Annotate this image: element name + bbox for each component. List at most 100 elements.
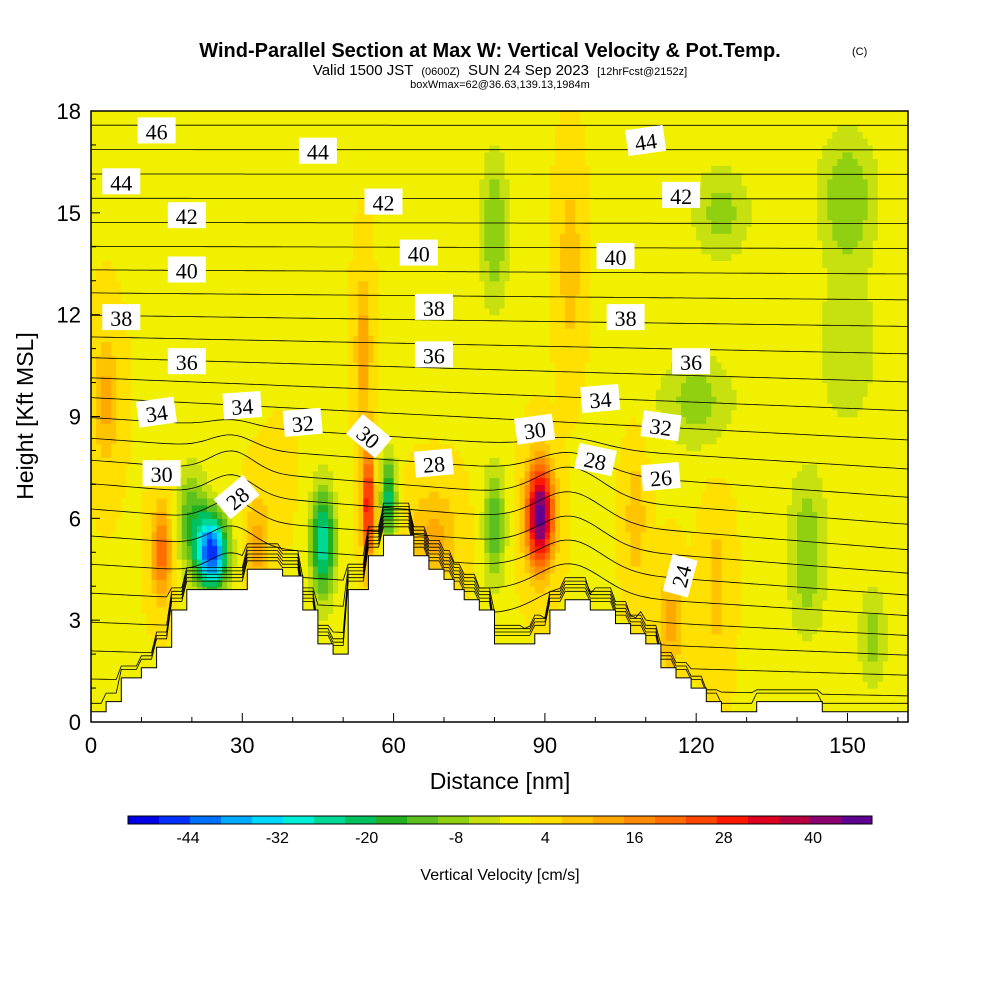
velocity-cell (146, 613, 153, 621)
velocity-cell (196, 450, 203, 458)
velocity-cell (186, 484, 193, 492)
velocity-cell (282, 260, 289, 268)
velocity-cell (161, 579, 168, 587)
velocity-cell (196, 552, 203, 560)
velocity-cell (328, 552, 334, 560)
velocity-cell (247, 525, 253, 533)
velocity-cell (348, 335, 354, 343)
velocity-cell (91, 199, 97, 207)
velocity-cell (131, 131, 137, 139)
velocity-cell (106, 477, 112, 485)
velocity-cell (348, 477, 354, 485)
velocity-cell (101, 593, 107, 601)
velocity-cell (222, 552, 228, 560)
velocity-cell (222, 219, 228, 228)
velocity-cell (196, 572, 203, 581)
velocity-cell (257, 294, 264, 302)
velocity-cell (111, 674, 117, 682)
velocity-cell (116, 239, 122, 248)
velocity-cell (191, 511, 198, 519)
velocity-cell (186, 525, 193, 533)
velocity-cell (333, 185, 339, 194)
velocity-cell (91, 396, 97, 404)
velocity-cell (116, 253, 122, 261)
velocity-cell (252, 111, 259, 119)
velocity-cell (111, 436, 117, 445)
velocity-cell (302, 301, 309, 309)
velocity-cell (146, 321, 153, 329)
velocity-cell (101, 484, 107, 492)
velocity-cell (348, 260, 354, 268)
velocity-cell (166, 226, 173, 234)
velocity-cell (328, 185, 334, 194)
velocity-cell (267, 206, 274, 214)
velocity-cell (131, 599, 137, 608)
velocity-cell (242, 368, 248, 377)
velocity-cell (312, 382, 319, 390)
velocity-cell (252, 206, 259, 214)
velocity-cell (262, 233, 269, 241)
velocity-cell (307, 579, 314, 587)
velocity-cell (237, 314, 243, 323)
velocity-cell (317, 613, 324, 621)
velocity-cell (96, 138, 102, 146)
velocity-cell (338, 131, 344, 139)
velocity-cell (96, 294, 102, 302)
velocity-cell (358, 375, 364, 384)
velocity-cell (116, 470, 122, 479)
velocity-cell (358, 226, 364, 234)
velocity-cell (232, 111, 238, 119)
velocity-cell (242, 301, 248, 309)
velocity-cell (358, 402, 364, 411)
velocity-cell (363, 233, 369, 241)
velocity-cell (282, 464, 289, 472)
velocity-cell (166, 497, 173, 506)
velocity-cell (338, 178, 344, 187)
velocity-cell (292, 470, 299, 479)
velocity-cell (217, 565, 223, 574)
velocity-cell (262, 117, 269, 126)
velocity-cell (322, 545, 329, 553)
velocity-cell (297, 518, 304, 526)
velocity-cell (131, 226, 137, 234)
velocity-cell (196, 117, 203, 126)
velocity-cell (237, 199, 243, 207)
velocity-cell (328, 375, 334, 384)
velocity-cell (126, 111, 132, 119)
velocity-cell (222, 273, 228, 282)
velocity-cell (252, 341, 259, 350)
velocity-cell (106, 158, 112, 166)
velocity-cell (358, 450, 364, 458)
velocity-cell (302, 219, 309, 228)
velocity-cell (136, 144, 143, 153)
velocity-cell (277, 402, 284, 411)
velocity-cell (166, 233, 173, 241)
velocity-cell (151, 273, 158, 282)
velocity-cell (111, 681, 117, 689)
velocity-cell (252, 212, 259, 221)
velocity-cell (206, 226, 213, 234)
velocity-cell (91, 674, 97, 682)
velocity-cell (101, 518, 107, 526)
velocity-cell (181, 375, 188, 384)
velocity-cell (106, 294, 112, 302)
velocity-cell (232, 138, 238, 146)
velocity-cell (292, 565, 299, 574)
velocity-cell (91, 613, 97, 621)
velocity-cell (136, 552, 143, 560)
velocity-cell (348, 497, 354, 506)
velocity-cell (328, 192, 334, 200)
velocity-cell (257, 239, 264, 248)
velocity-cell (131, 348, 137, 356)
velocity-cell (116, 464, 122, 472)
velocity-cell (272, 450, 279, 458)
velocity-cell (267, 273, 274, 282)
velocity-cell (166, 158, 173, 166)
velocity-cell (333, 301, 339, 309)
velocity-cell (338, 606, 344, 614)
velocity-cell (206, 280, 213, 289)
velocity-cell (317, 348, 324, 356)
velocity-cell (237, 192, 243, 200)
velocity-cell (186, 416, 193, 424)
velocity-cell (171, 559, 178, 567)
